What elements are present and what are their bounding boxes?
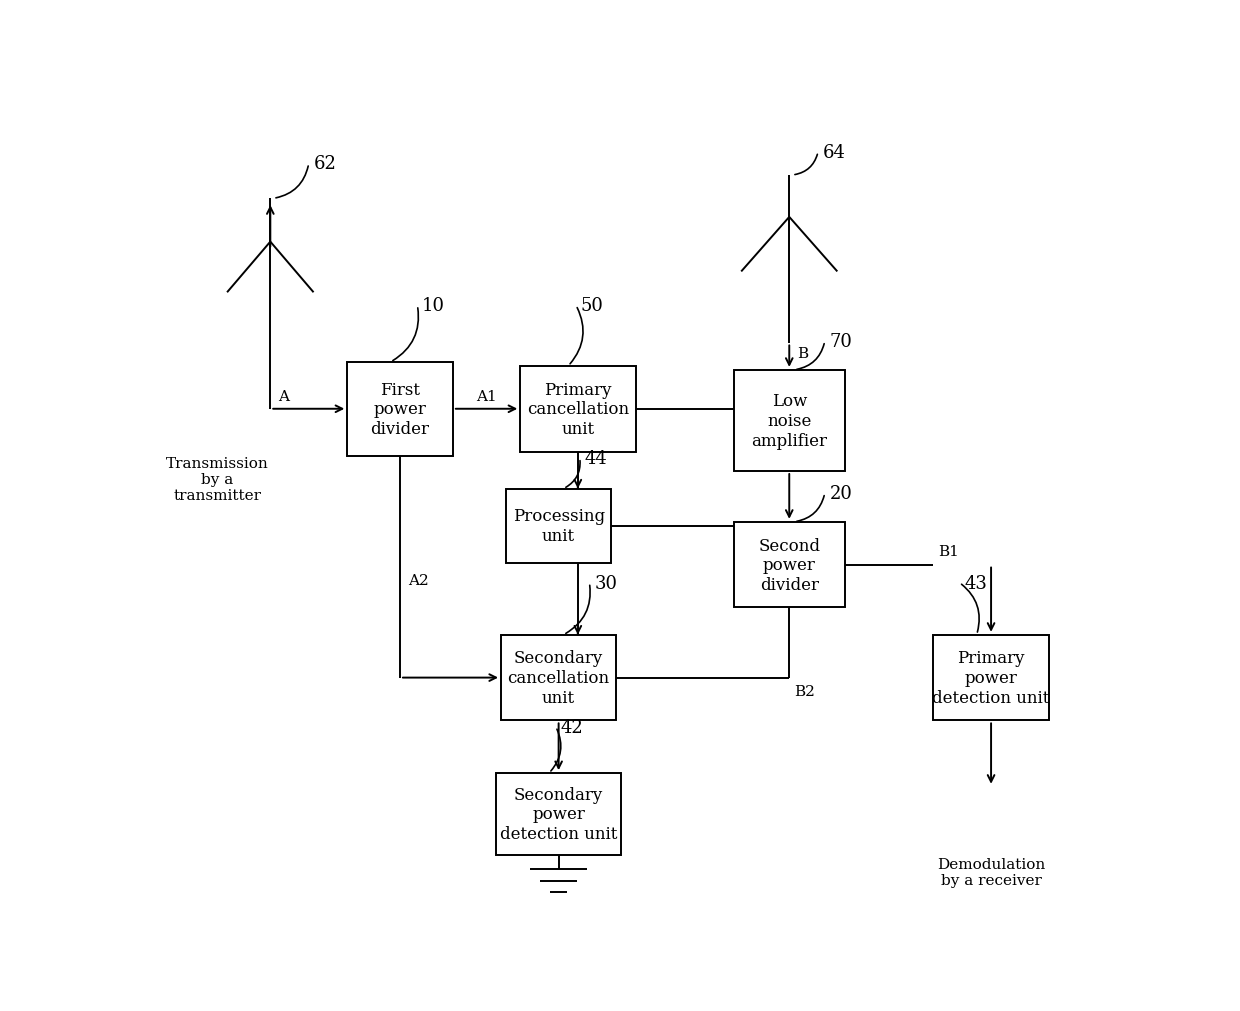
Text: 50: 50: [580, 297, 604, 314]
Text: B1: B1: [939, 545, 959, 559]
Text: Transmission
by a
transmitter: Transmission by a transmitter: [166, 456, 269, 502]
Text: Second
power
divider: Second power divider: [759, 537, 821, 593]
Text: 62: 62: [314, 155, 336, 173]
Text: 20: 20: [830, 484, 852, 502]
Text: 44: 44: [584, 450, 608, 467]
Text: A1: A1: [476, 389, 497, 403]
Bar: [347, 363, 453, 456]
Bar: [496, 773, 621, 855]
Bar: [501, 635, 616, 721]
Text: 64: 64: [823, 144, 846, 162]
Text: A2: A2: [408, 573, 429, 587]
Text: Primary
power
detection unit: Primary power detection unit: [932, 650, 1050, 706]
Text: Secondary
cancellation
unit: Secondary cancellation unit: [507, 650, 610, 706]
Text: 43: 43: [965, 574, 987, 592]
Bar: [934, 635, 1049, 721]
Text: 70: 70: [830, 333, 852, 351]
Bar: [521, 367, 635, 452]
Text: 42: 42: [560, 718, 583, 736]
Text: First
power
divider: First power divider: [371, 381, 429, 438]
Text: B2: B2: [794, 684, 815, 699]
Text: Low
noise
amplifier: Low noise amplifier: [751, 393, 827, 449]
Text: Demodulation
by a receiver: Demodulation by a receiver: [937, 857, 1045, 887]
Text: A: A: [278, 389, 289, 403]
Bar: [734, 523, 844, 608]
Text: Secondary
power
detection unit: Secondary power detection unit: [500, 787, 618, 842]
Text: Primary
cancellation
unit: Primary cancellation unit: [527, 381, 629, 438]
Text: 10: 10: [422, 297, 445, 314]
Text: B: B: [797, 347, 808, 361]
Text: Processing
unit: Processing unit: [512, 508, 605, 544]
Bar: [506, 489, 611, 563]
Bar: [734, 370, 844, 471]
Text: 30: 30: [594, 574, 618, 592]
